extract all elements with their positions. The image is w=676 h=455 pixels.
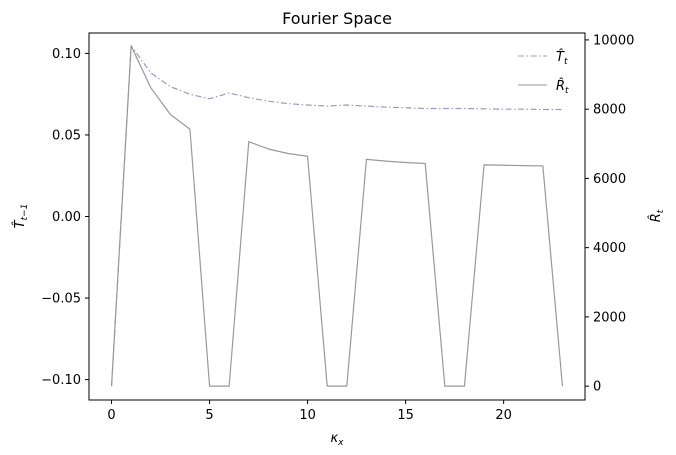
y-right-tick-label: 2000 bbox=[593, 310, 626, 325]
y-axis-left: −0.10 −0.05 0.00 0.05 0.10 bbox=[41, 47, 89, 388]
y-axis-right: 0 2000 4000 6000 8000 10000 bbox=[585, 33, 634, 395]
y-left-tick-label: 0.10 bbox=[52, 47, 81, 62]
series-layer bbox=[110, 45, 564, 387]
chart-title: Fourier Space bbox=[282, 9, 392, 28]
y-right-tick-label: 8000 bbox=[593, 103, 626, 118]
x-tick-label: 0 bbox=[107, 408, 115, 423]
x-axis: 0 5 10 15 20 bbox=[107, 400, 512, 423]
y-left-tick-label: −0.05 bbox=[41, 292, 81, 307]
x-axis-title: κx bbox=[331, 431, 345, 448]
y-right-tick-label: 0 bbox=[593, 380, 601, 395]
legend-label-t-hat: T̂t bbox=[556, 50, 568, 67]
x-tick-label: 5 bbox=[205, 408, 213, 423]
x-tick-label: 20 bbox=[495, 408, 512, 423]
legend-label-r-hat: R̂t bbox=[556, 79, 569, 96]
legend: T̂t R̂t bbox=[518, 50, 569, 96]
x-tick-label: 10 bbox=[299, 408, 316, 423]
y-left-tick-label: 0.00 bbox=[52, 210, 81, 225]
y-left-tick-label: 0.05 bbox=[52, 128, 81, 143]
y-left-tick-label: −0.10 bbox=[41, 373, 81, 388]
y-right-tick-label: 6000 bbox=[593, 172, 626, 187]
series-line-0 bbox=[110, 45, 563, 387]
y-right-tick-label: 4000 bbox=[593, 241, 626, 256]
series-line-1 bbox=[110, 45, 564, 387]
y-right-tick-label: 10000 bbox=[593, 33, 634, 48]
y-axis-left-title: T̂t−1 bbox=[13, 204, 30, 229]
y-axis-right-title: R̂t bbox=[649, 209, 666, 222]
x-tick-label: 15 bbox=[397, 408, 414, 423]
